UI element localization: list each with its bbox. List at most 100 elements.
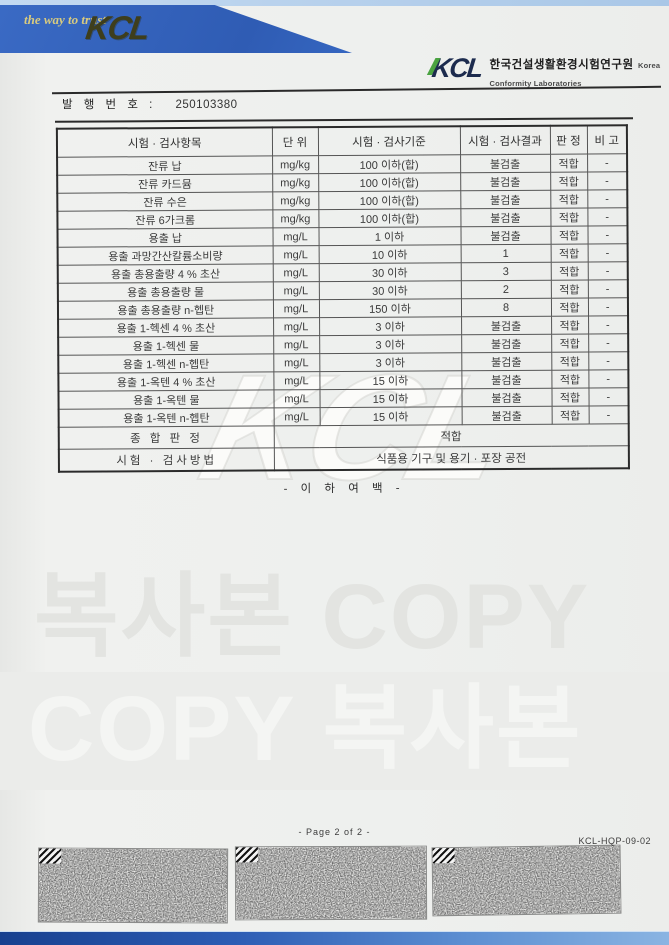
corner-stripes-mark xyxy=(235,847,258,863)
corner-stripes-mark xyxy=(432,848,455,864)
table-cell: mg/L xyxy=(273,353,320,372)
table-cell: 적합 xyxy=(550,154,588,173)
table-cell: - xyxy=(588,405,629,425)
table-cell: 10 이하 xyxy=(318,244,461,264)
noise-pattern xyxy=(235,846,427,920)
table-top-rule xyxy=(54,117,634,123)
table-cell: 불검출 xyxy=(461,370,552,389)
table-cell: 15 이하 xyxy=(319,388,462,408)
table-cell: 3 이하 xyxy=(319,334,462,354)
table-cell: 불검출 xyxy=(461,316,552,335)
table-cell: 100 이하(합) xyxy=(318,208,461,228)
table-cell: 적합 xyxy=(551,406,589,425)
table-cell: 불검출 xyxy=(461,388,552,407)
table-cell: 잔류 수은 xyxy=(57,191,273,212)
table-cell: 용출 총용출량 n-헵탄 xyxy=(57,299,274,320)
table-cell: mg/kg xyxy=(272,155,319,174)
table-cell: 용출 1-헥센 n-헵탄 xyxy=(58,353,274,374)
table-cell: - xyxy=(587,207,628,227)
table-cell: 용출 납 xyxy=(57,227,273,248)
table-cell: 적합 xyxy=(550,190,588,209)
table-cell: 적합 xyxy=(551,370,589,389)
summary-label: 종 합 판 정 xyxy=(58,425,274,450)
column-header: 시험 · 검사기준 xyxy=(317,126,461,156)
table-cell: - xyxy=(588,387,629,407)
table-cell: 용출 과망간산칼륨소비량 xyxy=(57,245,273,266)
table-cell: - xyxy=(587,225,628,245)
table-cell: 불검출 xyxy=(460,154,551,173)
table-cell: mg/L xyxy=(272,227,319,246)
table-cell: - xyxy=(587,243,628,263)
column-header: 시험 · 검사항목 xyxy=(56,127,273,158)
table-cell: 2 xyxy=(460,280,551,299)
table-cell: mg/kg xyxy=(272,209,319,228)
table-cell: mg/kg xyxy=(272,191,319,210)
table-cell: 용출 1-헥센 물 xyxy=(58,335,274,356)
org-name-korean: 한국건설생활환경시험연구원 xyxy=(489,59,634,71)
issue-number-value: 250103380 xyxy=(175,99,238,111)
table-cell: 잔류 카드뮴 xyxy=(57,173,273,194)
page-number: - Page 2 of 2 - xyxy=(298,827,371,837)
column-header: 판 정 xyxy=(549,125,588,155)
table-cell: 1 이하 xyxy=(318,226,461,246)
issue-number-row: 발 행 번 호 : 250103380 xyxy=(62,96,238,112)
table-cell: 적합 xyxy=(551,352,589,371)
table-cell: mg/L xyxy=(272,263,319,282)
table-cell: 1 xyxy=(460,244,551,263)
table-cell: 적합 xyxy=(550,226,588,245)
table-cell: - xyxy=(587,297,629,317)
table-cell: 적합 xyxy=(550,208,588,227)
method-label: 시험 · 검사방법 xyxy=(58,447,274,472)
table-cell: 100 이하(합) xyxy=(318,172,461,192)
security-noise-block-2 xyxy=(235,846,427,920)
table-cell: mg/L xyxy=(273,335,320,354)
end-of-content-note: - 이 하 여 백 - xyxy=(283,482,405,496)
table-cell: - xyxy=(587,279,628,299)
table-cell: mg/L xyxy=(273,407,320,426)
table-cell: 100 이하(합) xyxy=(318,190,461,210)
table-cell: - xyxy=(587,171,628,191)
table-cell: - xyxy=(588,315,629,335)
scan-shading-band xyxy=(0,672,669,790)
table-cell: 용출 1-옥텐 4 % 초산 xyxy=(58,371,274,392)
table-cell: 15 이하 xyxy=(319,370,462,390)
column-header: 단 위 xyxy=(271,127,319,156)
table-cell: 3 xyxy=(460,262,551,281)
table-cell: 적합 xyxy=(550,280,588,299)
table-cell: 적합 xyxy=(551,388,589,407)
table-cell: - xyxy=(588,369,629,389)
kcl-logo-small: KCL xyxy=(426,53,483,83)
table-cell: 적합 xyxy=(550,262,588,281)
table-cell: 적합 xyxy=(550,244,588,263)
table-cell: 용출 1-헥센 4 % 초산 xyxy=(58,317,274,338)
method-value: 식품용 기구 및 용기 · 포장 공전 xyxy=(273,445,629,471)
table-cell: - xyxy=(587,153,628,173)
table-cell: mg/L xyxy=(272,281,319,300)
table-cell: - xyxy=(588,351,629,371)
table-cell: 용출 총용출량 4 % 초산 xyxy=(57,263,273,284)
table-cell: 30 이하 xyxy=(318,280,461,300)
table-cell: mg/L xyxy=(273,371,320,390)
method-row: 시험 · 검사방법 식품용 기구 및 용기 · 포장 공전 xyxy=(58,445,629,472)
table-cell: 적합 xyxy=(551,316,589,335)
table-cell: mg/L xyxy=(273,317,320,336)
kcl-logo: KCL xyxy=(83,9,151,46)
org-names: 한국건설생활환경시험연구원 Korea Conformity Laborator… xyxy=(490,53,669,91)
org-header: KCL 한국건설생활환경시험연구원 Korea Conformity Labor… xyxy=(426,53,669,91)
noise-pattern xyxy=(38,848,228,923)
table-cell: - xyxy=(588,333,629,353)
copy-watermark-line1: 복사본 COPY xyxy=(34,566,591,668)
table-cell: - xyxy=(587,189,628,209)
table-cell: 용출 총용출량 물 xyxy=(57,281,273,302)
table-cell: mg/L xyxy=(272,245,319,264)
bottom-blue-bar xyxy=(0,931,669,945)
table-cell: 불검출 xyxy=(461,334,552,353)
results-tbody: 잔류 납 mg/kg 100 이하(합) 불검출 적합 - 잔류 카드뮴 mg/kg 100 이… xyxy=(57,153,629,428)
security-noise-block-3 xyxy=(432,845,621,916)
column-header: 시험 · 검사결과 xyxy=(459,125,551,155)
issue-number-label: 발 행 번 호 : xyxy=(62,99,157,111)
